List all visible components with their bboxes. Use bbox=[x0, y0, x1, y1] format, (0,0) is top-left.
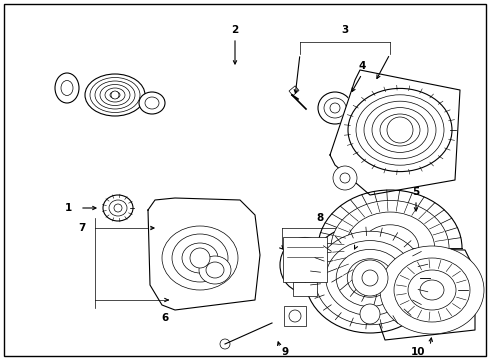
Ellipse shape bbox=[105, 88, 125, 102]
Ellipse shape bbox=[345, 212, 435, 284]
Circle shape bbox=[362, 270, 378, 286]
Ellipse shape bbox=[103, 195, 133, 221]
Ellipse shape bbox=[145, 97, 159, 109]
Bar bbox=[283, 237, 327, 282]
Text: 3: 3 bbox=[342, 25, 348, 35]
Bar bbox=[284, 306, 306, 326]
Circle shape bbox=[333, 166, 357, 190]
Ellipse shape bbox=[182, 243, 218, 273]
Ellipse shape bbox=[380, 246, 484, 334]
Ellipse shape bbox=[305, 223, 435, 333]
Ellipse shape bbox=[361, 225, 419, 271]
Circle shape bbox=[387, 117, 413, 143]
Circle shape bbox=[360, 304, 380, 324]
Ellipse shape bbox=[330, 103, 340, 113]
Text: 1: 1 bbox=[64, 203, 72, 213]
Ellipse shape bbox=[318, 92, 352, 124]
Bar bbox=[293, 282, 317, 296]
Ellipse shape bbox=[100, 85, 130, 105]
Polygon shape bbox=[375, 248, 475, 340]
Text: 2: 2 bbox=[231, 25, 239, 35]
Circle shape bbox=[340, 173, 350, 183]
Ellipse shape bbox=[114, 204, 122, 212]
Polygon shape bbox=[330, 70, 460, 195]
Ellipse shape bbox=[318, 190, 462, 306]
Ellipse shape bbox=[420, 280, 444, 300]
Circle shape bbox=[190, 248, 210, 268]
Circle shape bbox=[289, 310, 301, 322]
Ellipse shape bbox=[162, 226, 238, 290]
Text: 4: 4 bbox=[358, 61, 366, 71]
Ellipse shape bbox=[90, 77, 140, 113]
Ellipse shape bbox=[55, 73, 79, 103]
Ellipse shape bbox=[347, 259, 393, 297]
Ellipse shape bbox=[408, 270, 456, 310]
Ellipse shape bbox=[380, 114, 420, 146]
Ellipse shape bbox=[364, 101, 436, 159]
Ellipse shape bbox=[372, 108, 428, 152]
Ellipse shape bbox=[110, 91, 120, 99]
Ellipse shape bbox=[331, 201, 449, 296]
Ellipse shape bbox=[85, 74, 145, 116]
Ellipse shape bbox=[324, 98, 346, 118]
Ellipse shape bbox=[206, 262, 224, 278]
Text: 10: 10 bbox=[411, 347, 425, 357]
Ellipse shape bbox=[61, 81, 73, 95]
Text: 5: 5 bbox=[413, 187, 419, 197]
Ellipse shape bbox=[139, 92, 165, 114]
Text: 6: 6 bbox=[161, 313, 169, 323]
Circle shape bbox=[352, 260, 388, 296]
Bar bbox=[289, 86, 299, 96]
Text: 7: 7 bbox=[78, 223, 86, 233]
Ellipse shape bbox=[356, 95, 444, 165]
Ellipse shape bbox=[95, 81, 135, 109]
Circle shape bbox=[111, 91, 119, 99]
Text: 9: 9 bbox=[281, 347, 289, 357]
Ellipse shape bbox=[109, 200, 127, 216]
Ellipse shape bbox=[172, 234, 228, 282]
Ellipse shape bbox=[199, 256, 231, 284]
Ellipse shape bbox=[326, 240, 414, 315]
Ellipse shape bbox=[348, 89, 452, 172]
Text: 8: 8 bbox=[317, 213, 323, 223]
Ellipse shape bbox=[315, 231, 425, 325]
Ellipse shape bbox=[394, 258, 470, 322]
Circle shape bbox=[220, 339, 230, 349]
Ellipse shape bbox=[336, 249, 404, 307]
Polygon shape bbox=[148, 198, 260, 310]
